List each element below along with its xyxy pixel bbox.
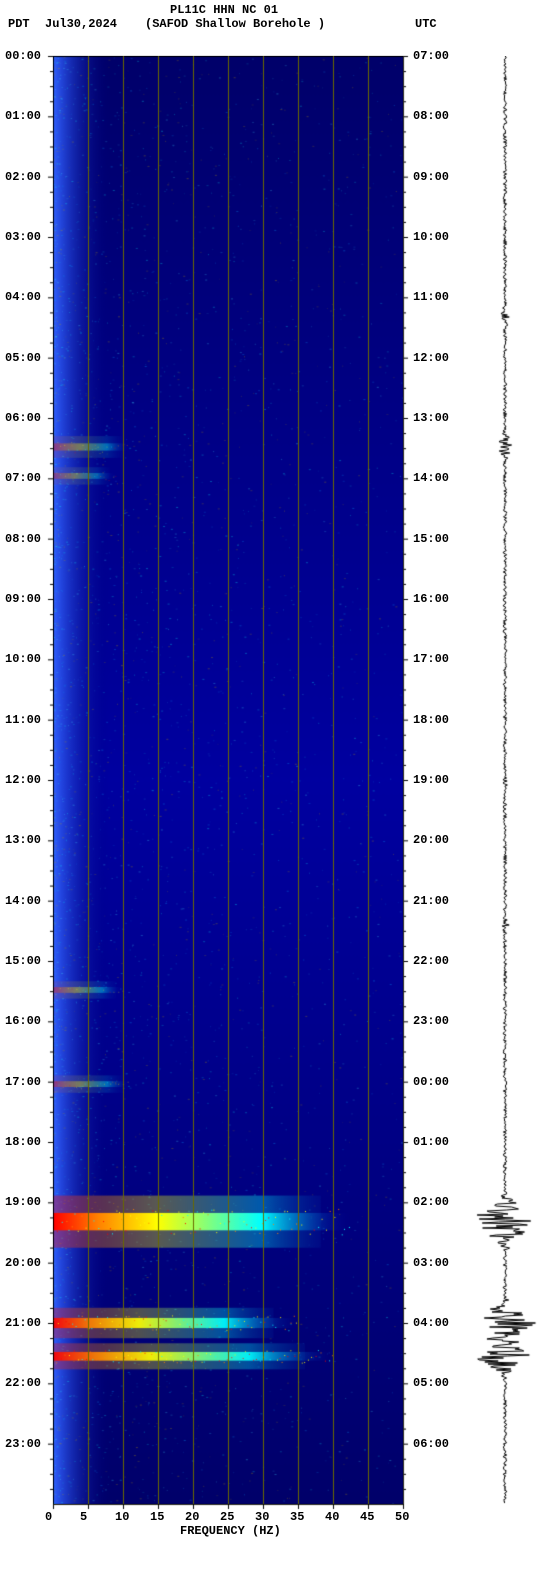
x-tick: 20 bbox=[185, 1510, 199, 1524]
y-left-tick: 19:00 bbox=[5, 1195, 41, 1209]
x-tick: 25 bbox=[220, 1510, 234, 1524]
title: PL11C HHN NC 01 bbox=[170, 3, 278, 17]
y-right-tick: 07:00 bbox=[413, 49, 449, 63]
y-left-tick: 09:00 bbox=[5, 592, 41, 606]
y-left-tick: 01:00 bbox=[5, 109, 41, 123]
y-right-tick: 11:00 bbox=[413, 290, 449, 304]
y-left-tick: 21:00 bbox=[5, 1316, 41, 1330]
y-right-tick: 12:00 bbox=[413, 351, 449, 365]
y-left-tick: 02:00 bbox=[5, 170, 41, 184]
y-left-tick: 18:00 bbox=[5, 1135, 41, 1149]
y-left-tick: 17:00 bbox=[5, 1075, 41, 1089]
y-right-tick: 06:00 bbox=[413, 1437, 449, 1451]
y-left-tick: 00:00 bbox=[5, 49, 41, 63]
y-right-tick: 14:00 bbox=[413, 471, 449, 485]
y-right-tick: 03:00 bbox=[413, 1256, 449, 1270]
x-tick: 40 bbox=[325, 1510, 339, 1524]
y-left-tick: 05:00 bbox=[5, 351, 41, 365]
y-right-tick: 21:00 bbox=[413, 894, 449, 908]
tz-right-label: UTC bbox=[415, 17, 437, 31]
y-right-tick: 16:00 bbox=[413, 592, 449, 606]
y-left-tick: 13:00 bbox=[5, 833, 41, 847]
y-right-tick: 22:00 bbox=[413, 954, 449, 968]
y-left-tick: 03:00 bbox=[5, 230, 41, 244]
y-right-tick: 13:00 bbox=[413, 411, 449, 425]
y-right-tick: 04:00 bbox=[413, 1316, 449, 1330]
x-tick: 10 bbox=[115, 1510, 129, 1524]
y-left-tick: 07:00 bbox=[5, 471, 41, 485]
y-left-tick: 12:00 bbox=[5, 773, 41, 787]
x-tick: 50 bbox=[395, 1510, 409, 1524]
x-axis-label: FREQUENCY (HZ) bbox=[180, 1524, 281, 1538]
tz-left-label: PDT bbox=[8, 17, 30, 31]
y-left-tick: 16:00 bbox=[5, 1014, 41, 1028]
y-right-tick: 19:00 bbox=[413, 773, 449, 787]
y-left-tick: 20:00 bbox=[5, 1256, 41, 1270]
y-left-tick: 14:00 bbox=[5, 894, 41, 908]
seismogram-trace bbox=[470, 56, 540, 1504]
y-left-tick: 04:00 bbox=[5, 290, 41, 304]
x-tick: 35 bbox=[290, 1510, 304, 1524]
y-right-tick: 02:00 bbox=[413, 1195, 449, 1209]
x-tick: 5 bbox=[80, 1510, 87, 1524]
date-label: Jul30,2024 bbox=[45, 17, 117, 31]
y-left-tick: 10:00 bbox=[5, 652, 41, 666]
y-right-tick: 08:00 bbox=[413, 109, 449, 123]
y-right-tick: 00:00 bbox=[413, 1075, 449, 1089]
x-tick: 45 bbox=[360, 1510, 374, 1524]
y-right-tick: 23:00 bbox=[413, 1014, 449, 1028]
y-right-tick: 20:00 bbox=[413, 833, 449, 847]
y-left-tick: 23:00 bbox=[5, 1437, 41, 1451]
station-label: (SAFOD Shallow Borehole ) bbox=[145, 17, 325, 31]
y-right-tick: 09:00 bbox=[413, 170, 449, 184]
x-tick: 30 bbox=[255, 1510, 269, 1524]
y-right-tick: 18:00 bbox=[413, 713, 449, 727]
y-right-tick: 17:00 bbox=[413, 652, 449, 666]
y-right-tick: 15:00 bbox=[413, 532, 449, 546]
figure: PL11C HHN NC 01 PDT Jul30,2024 (SAFOD Sh… bbox=[0, 0, 552, 1584]
y-left-tick: 11:00 bbox=[5, 713, 41, 727]
y-left-tick: 06:00 bbox=[5, 411, 41, 425]
y-right-tick: 01:00 bbox=[413, 1135, 449, 1149]
x-tick: 15 bbox=[150, 1510, 164, 1524]
x-tick: 0 bbox=[45, 1510, 52, 1524]
y-left-tick: 22:00 bbox=[5, 1376, 41, 1390]
y-right-tick: 05:00 bbox=[413, 1376, 449, 1390]
spectrogram bbox=[53, 56, 403, 1504]
y-left-tick: 08:00 bbox=[5, 532, 41, 546]
y-left-tick: 15:00 bbox=[5, 954, 41, 968]
y-right-tick: 10:00 bbox=[413, 230, 449, 244]
